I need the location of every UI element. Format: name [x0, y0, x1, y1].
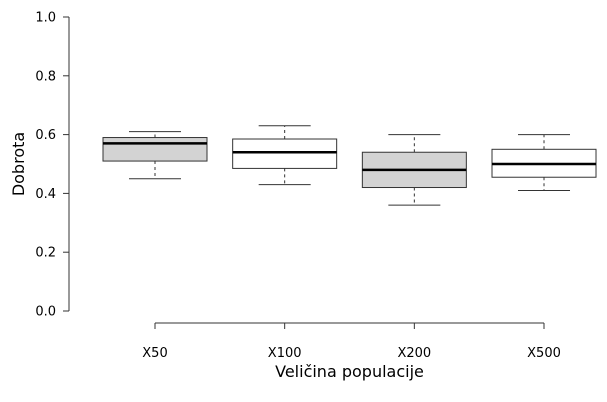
y-tick-label: 0.6 — [35, 128, 56, 143]
x-tick-label: X100 — [268, 346, 302, 361]
boxes-group — [102, 125, 597, 206]
y-tick-label: 0.2 — [35, 246, 56, 261]
y-tick-label: 0.4 — [35, 187, 56, 202]
y-tick-label: 1.0 — [35, 11, 56, 26]
x-tick-label: X500 — [527, 346, 561, 361]
x-tick-label: X200 — [397, 346, 431, 361]
x-tick-label: X50 — [142, 346, 167, 361]
box-x500 — [491, 134, 597, 191]
y-axis-title: Dobrota — [9, 132, 28, 196]
box-x50 — [102, 131, 208, 180]
y-tick-label: 0.0 — [35, 305, 56, 320]
x-axis: X50 X100 X200 X500 — [142, 322, 561, 361]
box-iqr — [232, 138, 338, 169]
box-iqr — [102, 137, 208, 162]
box-x200 — [361, 134, 467, 206]
y-tick-label: 0.8 — [35, 69, 56, 84]
y-axis: 0.0 0.2 0.4 0.6 0.8 1.0 — [35, 11, 70, 320]
x-axis-title: Veličina populacije — [275, 362, 424, 381]
box-x100 — [232, 125, 338, 186]
